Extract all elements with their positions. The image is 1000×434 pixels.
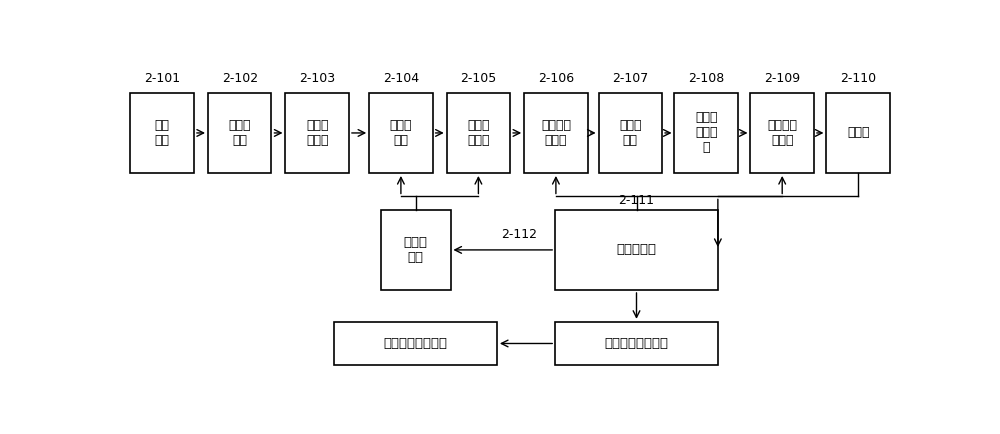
- Bar: [285, 93, 349, 173]
- Text: 2-112: 2-112: [501, 228, 537, 241]
- Text: 2-108: 2-108: [688, 72, 724, 85]
- Text: 前端滤
波器: 前端滤 波器: [228, 119, 251, 147]
- Text: 2-111: 2-111: [618, 194, 654, 207]
- Bar: [674, 93, 738, 173]
- Text: 2-106: 2-106: [538, 72, 574, 85]
- Bar: [555, 210, 718, 290]
- Text: 低频信号
衰减器: 低频信号 衰减器: [541, 119, 571, 147]
- Text: 中央处理器: 中央处理器: [616, 243, 656, 256]
- Bar: [208, 93, 271, 173]
- Bar: [447, 93, 510, 173]
- Bar: [555, 322, 718, 365]
- Text: 2-102: 2-102: [222, 72, 258, 85]
- Text: 2-105: 2-105: [460, 72, 497, 85]
- Bar: [369, 93, 433, 173]
- Text: 检波器: 检波器: [847, 126, 869, 139]
- Text: 低噪声
放大器: 低噪声 放大器: [306, 119, 328, 147]
- Bar: [826, 93, 890, 173]
- Text: 时分同步控制单元: 时分同步控制单元: [604, 337, 668, 350]
- Bar: [599, 93, 662, 173]
- Text: 低频信
号放大
器: 低频信 号放大 器: [695, 112, 718, 155]
- Bar: [381, 210, 450, 290]
- Text: 2-107: 2-107: [612, 72, 648, 85]
- Text: 屏蔽信号产生电路: 屏蔽信号产生电路: [384, 337, 448, 350]
- Text: 2-109: 2-109: [764, 72, 800, 85]
- Text: 接收
天线: 接收 天线: [155, 119, 170, 147]
- Text: 2-103: 2-103: [299, 72, 335, 85]
- Text: 下变频
混频器: 下变频 混频器: [467, 119, 490, 147]
- Text: 2-104: 2-104: [383, 72, 419, 85]
- Bar: [334, 322, 497, 365]
- Text: 频率合
成器: 频率合 成器: [404, 236, 428, 264]
- Text: 2-110: 2-110: [840, 72, 876, 85]
- Bar: [750, 93, 814, 173]
- Text: 带通滤
波器: 带通滤 波器: [619, 119, 642, 147]
- Bar: [130, 93, 194, 173]
- Text: 可调衰
减器: 可调衰 减器: [390, 119, 412, 147]
- Bar: [524, 93, 588, 173]
- Text: 2-101: 2-101: [144, 72, 180, 85]
- Text: 低频信号
衰减器: 低频信号 衰减器: [767, 119, 797, 147]
